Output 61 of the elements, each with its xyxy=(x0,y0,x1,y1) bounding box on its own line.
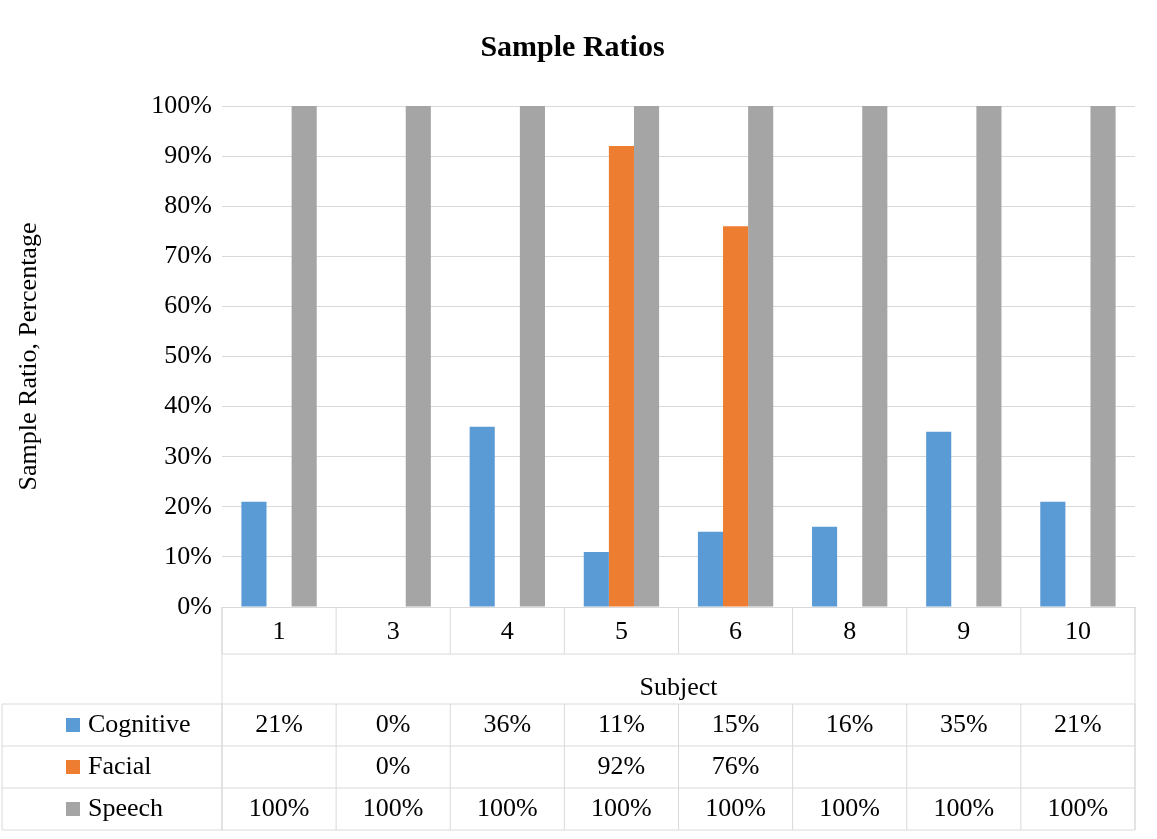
data-label: 100% xyxy=(476,792,538,822)
data-label: 0% xyxy=(375,708,411,738)
chart-title: Sample Ratios xyxy=(480,28,665,62)
legend-label: Speech xyxy=(88,792,164,822)
y-tick-label: 90% xyxy=(164,139,212,169)
x-tick-label: 5 xyxy=(614,616,628,646)
data-label: 100% xyxy=(591,792,652,822)
data-label: 100% xyxy=(1047,792,1109,822)
y-axis-title: Sample Ratio, Percentage xyxy=(13,222,43,491)
data-label: 100% xyxy=(362,792,424,822)
x-tick-label: 4 xyxy=(500,616,514,646)
data-label: 35% xyxy=(939,708,988,738)
bar xyxy=(241,501,267,607)
data-label: 100% xyxy=(819,792,881,822)
bar xyxy=(1090,106,1116,607)
data-label: 100% xyxy=(705,792,766,822)
data-label: 100% xyxy=(933,792,995,822)
bar xyxy=(405,106,431,607)
y-tick-label: 10% xyxy=(164,540,212,570)
y-tick-label: 80% xyxy=(164,190,212,220)
bar xyxy=(291,106,317,607)
x-tick-label: 8 xyxy=(843,616,857,646)
y-tick-label: 40% xyxy=(164,390,212,420)
data-label: 92% xyxy=(597,750,646,780)
y-tick-label: 60% xyxy=(164,290,212,320)
bar xyxy=(519,106,545,607)
data-label: 21% xyxy=(255,708,303,738)
x-tick-label: 9 xyxy=(957,616,971,646)
data-label: 11% xyxy=(598,708,645,738)
data-label: 16% xyxy=(825,708,874,738)
y-tick-label: 0% xyxy=(177,590,212,620)
bar xyxy=(812,526,838,607)
data-label: 21% xyxy=(1054,708,1102,738)
x-tick-label: 10 xyxy=(1064,616,1091,646)
bar xyxy=(862,106,888,607)
bar xyxy=(976,106,1002,607)
y-tick-label: 20% xyxy=(164,490,212,520)
bar xyxy=(608,146,634,607)
bar xyxy=(723,226,749,607)
data-label: 36% xyxy=(483,708,532,738)
data-label: 0% xyxy=(375,750,411,780)
bar xyxy=(469,426,495,607)
legend-label: Facial xyxy=(88,750,152,780)
bar xyxy=(633,106,660,607)
data-label: 100% xyxy=(248,792,310,822)
legend-label: Cognitive xyxy=(88,708,191,738)
y-tick-label: 70% xyxy=(164,240,212,270)
bar xyxy=(583,551,609,607)
x-tick-label: 6 xyxy=(729,616,743,646)
x-tick-label: 3 xyxy=(386,616,400,646)
bar xyxy=(926,431,952,607)
y-tick-label: 30% xyxy=(164,440,212,470)
y-tick-label: 50% xyxy=(164,340,212,370)
x-tick-label: 1 xyxy=(272,616,286,646)
y-tick-label: 100% xyxy=(151,89,212,119)
data-label: 15% xyxy=(711,708,760,738)
bar xyxy=(697,531,724,607)
bar xyxy=(1040,501,1066,607)
bar xyxy=(748,106,774,607)
x-axis-title: Subject xyxy=(639,672,719,702)
data-label: 76% xyxy=(711,750,760,780)
